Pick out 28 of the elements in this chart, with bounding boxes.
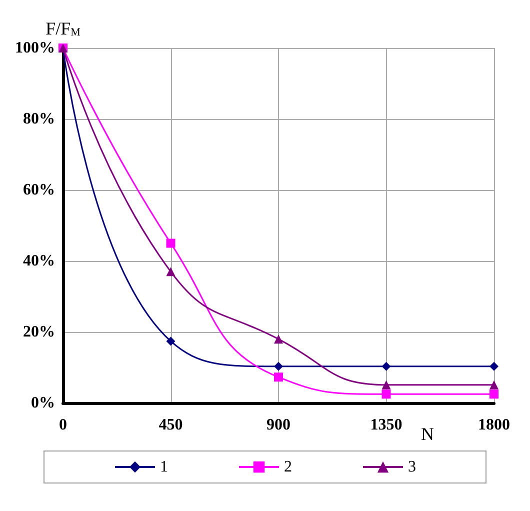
y-tick-label: 80% [23,110,55,128]
y-tick-label: 40% [23,252,55,270]
legend-label: 3 [408,458,416,476]
point [274,362,283,371]
point [382,380,391,390]
y-tick-label: 20% [23,324,55,340]
point [382,362,391,371]
y-tick-label: 60% [23,182,55,198]
x-axis-title: N [421,424,434,444]
point [382,390,391,399]
legend-label: 2 [284,458,292,476]
point [490,362,498,371]
x-tick-label: 450 [158,416,183,434]
point [490,390,498,399]
point [166,336,176,346]
y-tick-label: 0% [31,394,55,412]
point [274,372,283,382]
point [274,334,283,344]
y-tick-label: 100% [15,40,55,56]
x-tick-label: 900 [266,416,290,434]
x-tick-label: 1350 [370,416,402,434]
point [166,267,176,276]
point [490,380,498,390]
x-tick-label: 0 [59,416,67,434]
point [166,238,176,248]
y-axis-title: F/FM [46,18,81,38]
legend-label: 1 [160,458,168,476]
x-tick-label: 1800 [478,416,510,434]
